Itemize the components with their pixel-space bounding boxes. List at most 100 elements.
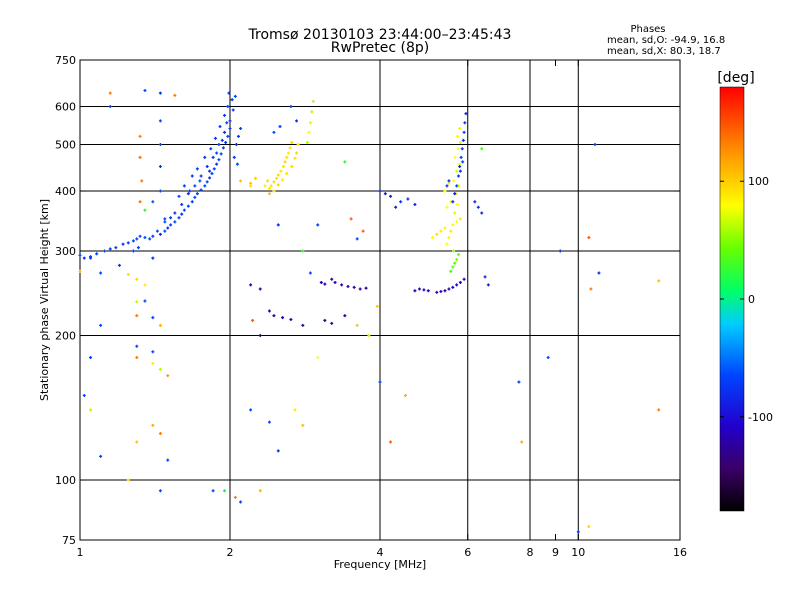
data-point bbox=[108, 105, 112, 109]
data-point bbox=[285, 155, 289, 159]
data-point bbox=[301, 423, 305, 427]
data-point bbox=[263, 184, 267, 188]
data-point bbox=[78, 253, 82, 257]
data-point bbox=[143, 283, 147, 287]
data-point bbox=[199, 188, 203, 192]
x-axis-ticks: 1 2 4 6 8 9 10 16 bbox=[77, 60, 687, 559]
data-point bbox=[447, 236, 451, 240]
data-point bbox=[208, 169, 212, 173]
data-point bbox=[138, 234, 142, 238]
data-point bbox=[180, 202, 184, 206]
data-point bbox=[217, 158, 221, 162]
data-point bbox=[439, 229, 443, 233]
data-point bbox=[455, 220, 459, 224]
data-point bbox=[131, 249, 135, 253]
data-point bbox=[457, 253, 461, 257]
data-point bbox=[205, 164, 209, 168]
data-point bbox=[89, 408, 93, 412]
data-point bbox=[151, 234, 155, 238]
chart-subtitle: RwPretec (8p) bbox=[331, 40, 429, 56]
data-point bbox=[281, 178, 285, 182]
data-point bbox=[576, 530, 580, 534]
data-point bbox=[99, 323, 103, 327]
data-point bbox=[483, 275, 487, 279]
y-tick-label: 500 bbox=[55, 139, 76, 152]
plot-area: 1 2 4 6 8 9 10 16 75 100 200 300 400 500 600 750 bbox=[55, 54, 687, 559]
data-point bbox=[422, 288, 426, 292]
data-point bbox=[143, 299, 147, 303]
data-point bbox=[330, 321, 334, 325]
data-point bbox=[389, 440, 393, 444]
data-point bbox=[126, 273, 130, 277]
data-point bbox=[458, 164, 462, 168]
data-point bbox=[227, 91, 231, 95]
data-point bbox=[193, 195, 197, 199]
data-point bbox=[289, 317, 293, 321]
data-point bbox=[166, 374, 170, 378]
data-point bbox=[417, 287, 421, 291]
data-point bbox=[135, 314, 139, 318]
data-point bbox=[453, 155, 457, 159]
data-point bbox=[476, 205, 480, 209]
data-point bbox=[89, 256, 93, 260]
data-point bbox=[249, 181, 253, 185]
data-point bbox=[138, 200, 142, 204]
data-point bbox=[213, 136, 217, 140]
data-point bbox=[266, 179, 270, 183]
colorbar: [deg] 100 0 -100 bbox=[717, 70, 773, 512]
data-point bbox=[281, 164, 285, 168]
data-point bbox=[449, 269, 453, 273]
data-point bbox=[452, 179, 456, 183]
data-point bbox=[435, 232, 439, 236]
data-point bbox=[272, 130, 276, 134]
data-point bbox=[461, 138, 465, 142]
data-point bbox=[378, 380, 382, 384]
data-point bbox=[169, 223, 173, 227]
y-axis-ticks: 75 100 200 300 400 500 600 750 bbox=[55, 54, 680, 547]
data-point bbox=[457, 174, 461, 178]
data-point bbox=[158, 189, 162, 193]
data-point bbox=[323, 318, 327, 322]
x-axis-label: Frequency [MHz] bbox=[334, 558, 426, 571]
data-point bbox=[293, 156, 297, 160]
data-point bbox=[135, 355, 139, 359]
y-tick-label: 300 bbox=[55, 245, 76, 258]
data-point bbox=[452, 249, 456, 253]
data-point bbox=[117, 263, 121, 267]
data-point bbox=[455, 202, 459, 206]
data-point bbox=[267, 186, 271, 190]
data-point bbox=[215, 151, 219, 155]
data-point bbox=[114, 246, 118, 250]
data-point bbox=[249, 184, 253, 188]
data-point bbox=[333, 280, 337, 284]
data-point bbox=[281, 316, 285, 320]
data-point bbox=[458, 169, 462, 173]
data-point bbox=[453, 211, 457, 215]
data-point bbox=[126, 241, 130, 245]
data-point bbox=[186, 192, 190, 196]
data-point bbox=[151, 350, 155, 354]
data-point bbox=[99, 271, 103, 275]
data-point bbox=[108, 247, 112, 251]
data-point bbox=[99, 454, 103, 458]
data-point bbox=[394, 205, 398, 209]
data-point bbox=[158, 143, 162, 147]
y-tick-label: 200 bbox=[55, 330, 76, 343]
data-point bbox=[517, 380, 521, 384]
data-point bbox=[449, 229, 453, 233]
data-point bbox=[131, 239, 135, 243]
data-point bbox=[458, 140, 462, 144]
data-point bbox=[267, 309, 271, 313]
data-point bbox=[451, 285, 455, 289]
data-point bbox=[173, 211, 177, 215]
data-point bbox=[230, 98, 234, 102]
data-point bbox=[301, 249, 305, 253]
data-point bbox=[258, 334, 262, 338]
data-point bbox=[219, 152, 223, 156]
data-point bbox=[453, 261, 457, 265]
data-point bbox=[295, 119, 299, 123]
data-point bbox=[218, 125, 222, 129]
data-point bbox=[464, 112, 468, 116]
data-point bbox=[220, 138, 224, 142]
data-point bbox=[558, 249, 562, 253]
